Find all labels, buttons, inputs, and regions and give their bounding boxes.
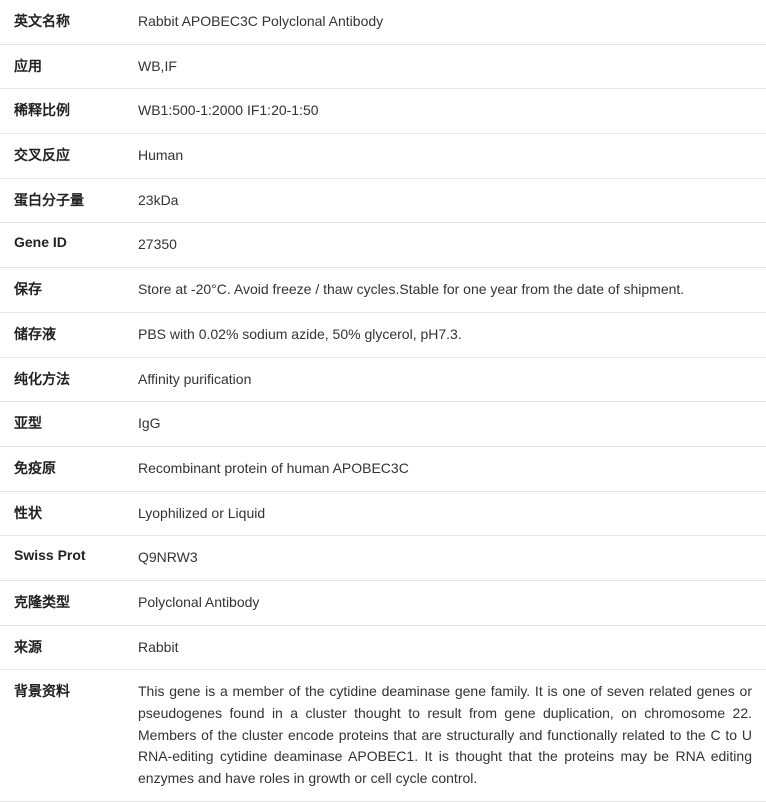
row-label: 蛋白分子量 [0, 179, 130, 223]
row-label: 免疫原 [0, 447, 130, 491]
row-value: Q9NRW3 [130, 536, 766, 580]
row-value: Store at -20°C. Avoid freeze / thaw cycl… [130, 268, 766, 312]
table-row: 性状 Lyophilized or Liquid [0, 492, 766, 537]
row-label: 保存 [0, 268, 130, 312]
table-row: 保存 Store at -20°C. Avoid freeze / thaw c… [0, 268, 766, 313]
table-row: 来源 Rabbit [0, 626, 766, 671]
table-row: 交叉反应 Human [0, 134, 766, 179]
row-value: Rabbit APOBEC3C Polyclonal Antibody [130, 0, 766, 44]
row-label: 来源 [0, 626, 130, 670]
row-value: Human [130, 134, 766, 178]
row-value: Rabbit [130, 626, 766, 670]
row-label: 克隆类型 [0, 581, 130, 625]
row-value: WB,IF [130, 45, 766, 89]
row-label: Gene ID [0, 223, 130, 267]
row-label: 稀释比例 [0, 89, 130, 133]
table-row: 应用 WB,IF [0, 45, 766, 90]
row-label: 应用 [0, 45, 130, 89]
table-row: 稀释比例 WB1:500-1:2000 IF1:20-1:50 [0, 89, 766, 134]
row-label: 亚型 [0, 402, 130, 446]
table-row: Gene ID 27350 [0, 223, 766, 268]
row-label: 纯化方法 [0, 358, 130, 402]
spec-table: 英文名称 Rabbit APOBEC3C Polyclonal Antibody… [0, 0, 766, 802]
table-row: 免疫原 Recombinant protein of human APOBEC3… [0, 447, 766, 492]
row-value: 23kDa [130, 179, 766, 223]
row-label: Swiss Prot [0, 536, 130, 580]
row-value: Lyophilized or Liquid [130, 492, 766, 536]
row-value: PBS with 0.02% sodium azide, 50% glycero… [130, 313, 766, 357]
table-row: 纯化方法 Affinity purification [0, 358, 766, 403]
table-row: 蛋白分子量 23kDa [0, 179, 766, 224]
row-label: 背景资料 [0, 670, 130, 800]
table-row: 英文名称 Rabbit APOBEC3C Polyclonal Antibody [0, 0, 766, 45]
row-value: This gene is a member of the cytidine de… [130, 670, 766, 800]
table-row: 亚型 IgG [0, 402, 766, 447]
row-value: 27350 [130, 223, 766, 267]
row-value: WB1:500-1:2000 IF1:20-1:50 [130, 89, 766, 133]
table-row: 储存液 PBS with 0.02% sodium azide, 50% gly… [0, 313, 766, 358]
row-label: 交叉反应 [0, 134, 130, 178]
row-value: Affinity purification [130, 358, 766, 402]
table-row: Swiss Prot Q9NRW3 [0, 536, 766, 581]
table-row: 背景资料 This gene is a member of the cytidi… [0, 670, 766, 801]
row-value: Polyclonal Antibody [130, 581, 766, 625]
row-label: 英文名称 [0, 0, 130, 44]
table-row: 克隆类型 Polyclonal Antibody [0, 581, 766, 626]
row-value: Recombinant protein of human APOBEC3C [130, 447, 766, 491]
row-value: IgG [130, 402, 766, 446]
row-label: 性状 [0, 492, 130, 536]
row-label: 储存液 [0, 313, 130, 357]
